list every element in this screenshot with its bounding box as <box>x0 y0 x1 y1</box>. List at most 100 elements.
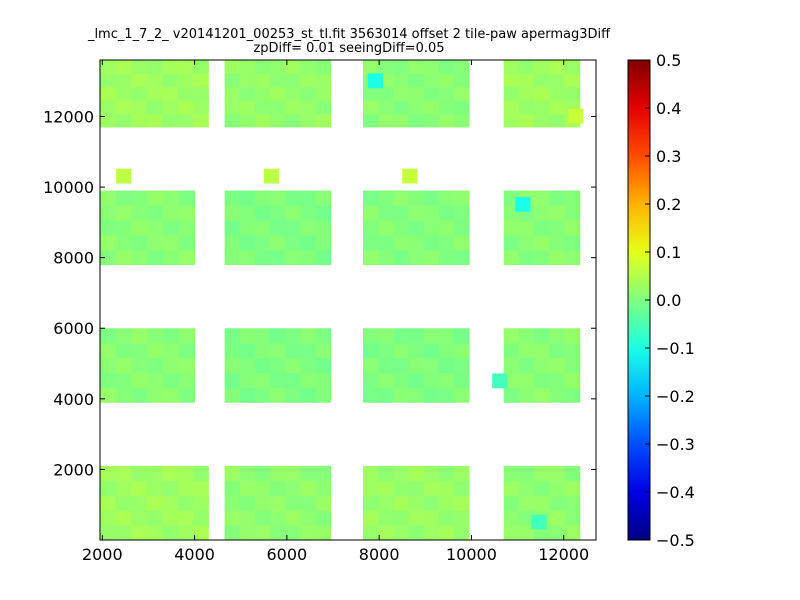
heatmap-cell <box>549 249 566 266</box>
heatmap-cell <box>224 343 241 359</box>
heatmap-cell <box>378 328 394 344</box>
heatmap-cell <box>408 86 425 101</box>
heatmap-cell <box>534 205 550 221</box>
heatmap-cell <box>300 60 316 74</box>
heatmap-cell <box>177 465 194 482</box>
heatmap-cell <box>315 465 332 482</box>
heatmap-cell <box>423 86 440 101</box>
heatmap-cell <box>254 249 271 266</box>
heatmap-cell <box>177 480 194 496</box>
heatmap-cell <box>161 495 178 511</box>
heatmap-cell <box>363 357 379 374</box>
heatmap-cell <box>100 235 117 251</box>
heatmap-cell <box>270 357 286 374</box>
heatmap-cell <box>131 357 148 374</box>
heatmap-cell-anomaly <box>531 514 547 530</box>
heatmap-cell <box>115 205 132 221</box>
heatmap-cell <box>270 190 286 206</box>
heatmap-cell <box>130 73 147 88</box>
heatmap-cell <box>438 100 455 115</box>
heatmap-cell <box>503 480 520 496</box>
heatmap-cell <box>503 510 520 526</box>
heatmap-cell <box>453 525 470 541</box>
heatmap-cell <box>239 86 256 101</box>
heatmap-cell-anomaly <box>367 73 383 89</box>
x-tick-label: 4000 <box>174 545 215 564</box>
heatmap-cell <box>423 205 440 221</box>
heatmap-cell <box>115 510 132 526</box>
heatmap-cell <box>130 113 147 128</box>
heatmap-cell <box>300 387 316 403</box>
heatmap-cell <box>438 235 455 251</box>
heatmap-cell <box>239 190 256 206</box>
heatmap-cell <box>192 465 209 482</box>
heatmap-cell <box>518 495 535 511</box>
heatmap-cell <box>224 190 241 206</box>
heatmap-cell <box>503 328 520 344</box>
heatmap-cell <box>285 235 301 251</box>
heatmap-cell <box>393 249 409 266</box>
heatmap-cell <box>254 343 271 359</box>
heatmap-cell <box>564 73 581 88</box>
heatmap-cell <box>146 510 163 526</box>
heatmap-cell <box>549 73 566 88</box>
heatmap-cell <box>192 525 209 541</box>
heatmap-cell <box>300 220 316 236</box>
heatmap-cell <box>178 357 195 374</box>
heatmap-cell <box>363 328 379 344</box>
heatmap-cell <box>163 220 180 236</box>
heatmap-cell <box>254 525 271 541</box>
heatmap-cell <box>564 220 581 236</box>
heatmap-cell <box>453 249 470 266</box>
heatmap-cell <box>363 190 379 206</box>
heatmap-cell <box>518 220 535 236</box>
heatmap-cell <box>408 235 425 251</box>
heatmap-cell <box>503 372 520 388</box>
heatmap-cell <box>131 372 148 388</box>
chart-title-line-1: _lmc_1_7_2_ v20141201_00253_st_tl.fit 35… <box>87 27 611 42</box>
heatmap-cell <box>423 113 440 128</box>
heatmap-cell <box>564 235 581 251</box>
heatmap-cell <box>147 357 164 374</box>
heatmap-cell <box>285 190 301 206</box>
heatmap-cell <box>100 495 116 511</box>
heatmap-cell <box>549 343 566 359</box>
heatmap-cell <box>130 465 147 482</box>
heatmap-cell <box>438 113 455 128</box>
heatmap-cell <box>146 60 163 74</box>
heatmap-cell <box>564 60 581 74</box>
heatmap-cell <box>270 480 286 496</box>
heatmap-cell <box>100 249 117 266</box>
heatmap-cell <box>192 480 209 496</box>
heatmap-cell <box>453 343 470 359</box>
heatmap-cell <box>315 525 332 541</box>
heatmap-cell <box>518 372 535 388</box>
heatmap-cell <box>453 86 470 101</box>
heatmap-cell <box>534 372 550 388</box>
heatmap-cell <box>115 495 132 511</box>
heatmap-cell <box>100 525 116 541</box>
heatmap-cell <box>534 249 550 266</box>
heatmap-cell <box>146 525 163 541</box>
heatmap-cell <box>254 357 271 374</box>
heatmap-cell <box>518 249 535 266</box>
heatmap-cell <box>534 465 550 482</box>
heatmap-cell <box>378 205 394 221</box>
heatmap-cell <box>192 495 209 511</box>
axis-ticks: 2000 4000 6000 8000 10000 12000 2000 4000 6000 80… <box>43 60 596 564</box>
heatmap-cell <box>224 100 241 115</box>
heatmap-cell <box>393 480 409 496</box>
heatmap-cell <box>224 465 241 482</box>
heatmap-cell <box>224 60 241 74</box>
heatmap-cell <box>564 357 581 374</box>
heatmap-cell <box>408 357 425 374</box>
heatmap-cell <box>131 220 148 236</box>
plot-frame <box>99 59 597 541</box>
heatmap-cell <box>163 328 180 344</box>
heatmap-cell <box>363 100 379 115</box>
heatmap-cell <box>100 480 116 496</box>
heatmap-cell <box>363 60 379 74</box>
heatmap-cell <box>254 328 271 344</box>
colorbar-tick-label: 0.3 <box>656 147 681 166</box>
heatmap-cell <box>503 86 520 101</box>
